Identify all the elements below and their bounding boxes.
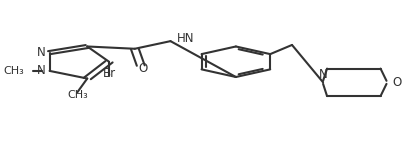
Text: O: O xyxy=(393,76,402,89)
Text: Br: Br xyxy=(103,67,116,80)
Text: CH₃: CH₃ xyxy=(67,90,88,100)
Text: N: N xyxy=(37,46,46,59)
Text: O: O xyxy=(138,62,147,75)
Text: N: N xyxy=(319,68,328,81)
Text: HN: HN xyxy=(176,32,194,45)
Text: CH₃: CH₃ xyxy=(3,66,24,76)
Text: N: N xyxy=(37,64,46,77)
